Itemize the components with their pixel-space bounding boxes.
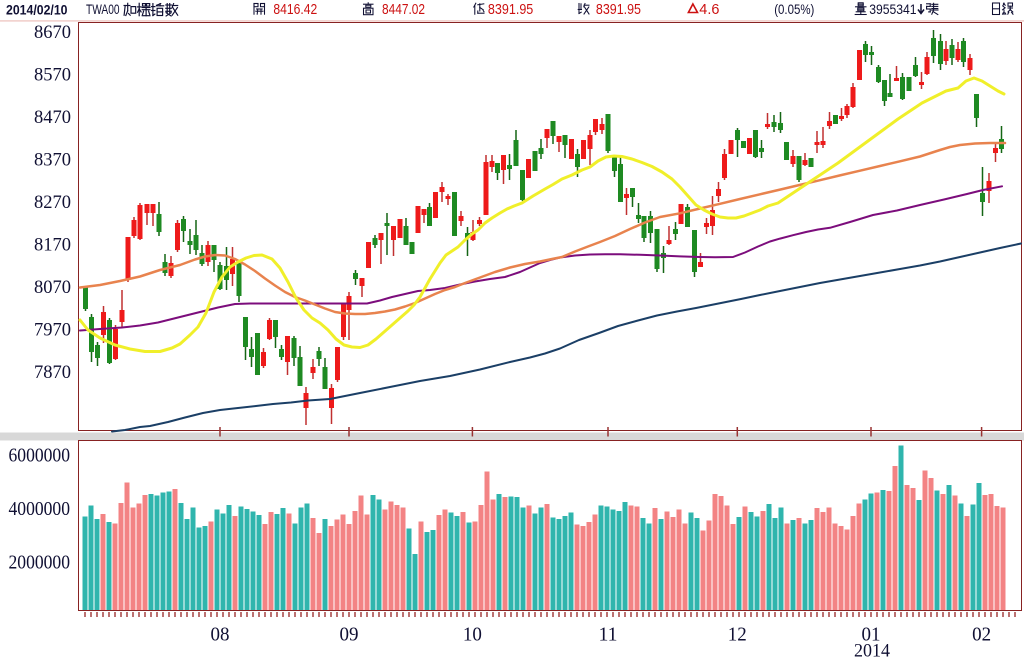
svg-text:2014: 2014 [854, 641, 890, 662]
svg-text:8391.95: 8391.95 [488, 2, 533, 18]
svg-text:3955341: 3955341 [869, 1, 917, 17]
svg-text:12: 12 [728, 624, 747, 646]
svg-text:(0.05%): (0.05%) [774, 2, 814, 17]
svg-text:11: 11 [599, 624, 618, 646]
svg-text:8570: 8570 [34, 65, 71, 85]
svg-text:6000000: 6000000 [9, 444, 71, 466]
svg-text:4000000: 4000000 [9, 498, 71, 520]
svg-text:10: 10 [463, 624, 482, 646]
svg-text:8670: 8670 [34, 23, 71, 43]
svg-text:7870: 7870 [34, 363, 71, 383]
svg-text:8416.42: 8416.42 [273, 2, 317, 18]
svg-text:08: 08 [211, 624, 230, 646]
svg-text:8170: 8170 [34, 235, 71, 255]
svg-text:8447.02: 8447.02 [382, 2, 425, 18]
svg-text:7970: 7970 [34, 320, 71, 340]
svg-text:8270: 8270 [34, 193, 71, 213]
svg-text:8070: 8070 [34, 278, 71, 298]
svg-text:8370: 8370 [34, 150, 71, 170]
svg-text:TWA00: TWA00 [86, 1, 120, 17]
svg-text:2014/02/10: 2014/02/10 [6, 2, 68, 18]
svg-text:02: 02 [972, 624, 991, 646]
svg-text:8391.95: 8391.95 [596, 2, 641, 18]
svg-text:8470: 8470 [34, 108, 71, 128]
svg-text:4.6: 4.6 [699, 2, 719, 18]
svg-text:2000000: 2000000 [9, 551, 71, 573]
svg-text:09: 09 [340, 624, 359, 646]
svg-text:01: 01 [862, 624, 881, 646]
